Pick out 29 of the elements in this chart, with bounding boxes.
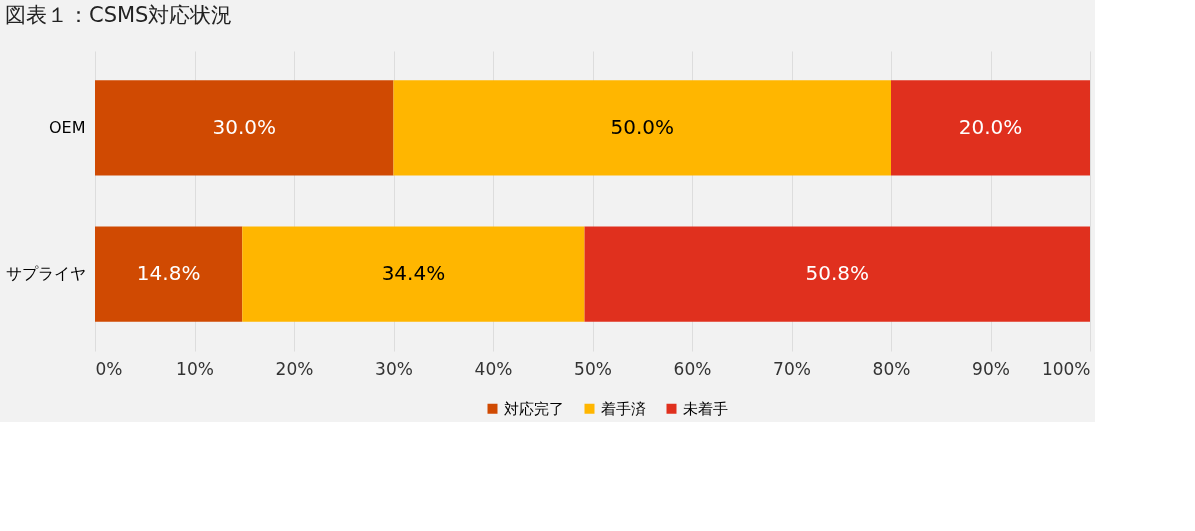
x-tick-label: 100% — [1041, 358, 1091, 379]
x-tick-label: 70% — [773, 358, 811, 379]
bar — [891, 80, 1090, 176]
chart-title: 図表１：CSMS対応状況 — [5, 3, 233, 27]
x-tick-label: 20% — [275, 358, 314, 379]
legend-label: 対応完了 — [504, 399, 564, 418]
x-tick-label: 80% — [872, 358, 911, 379]
x-tick-label: 30% — [375, 358, 413, 379]
x-tick-label: 50% — [574, 358, 612, 379]
bar — [95, 80, 394, 176]
x-tick-label: 90% — [972, 358, 1010, 379]
bar — [95, 226, 243, 322]
legend-label: 未着手 — [683, 399, 728, 418]
data-label: 50.8% — [805, 261, 870, 286]
data-label: 50.0% — [610, 114, 675, 139]
bar — [393, 80, 891, 176]
y-tick-label: サプライヤ — [5, 264, 86, 284]
bar — [584, 226, 1090, 322]
x-tick-label: 10% — [176, 358, 214, 379]
data-label: 30.0% — [212, 114, 277, 139]
x-tick-label: 0% — [95, 358, 123, 379]
data-label: 34.4% — [381, 261, 446, 286]
x-tick-label: 40% — [474, 358, 513, 379]
data-label: 14.8% — [136, 261, 201, 286]
legend-label: 着手済 — [601, 399, 646, 418]
y-tick-label: OEM — [48, 117, 86, 137]
bar — [242, 226, 585, 322]
data-label: 20.0% — [958, 114, 1023, 139]
x-tick-label: 60% — [673, 358, 712, 379]
